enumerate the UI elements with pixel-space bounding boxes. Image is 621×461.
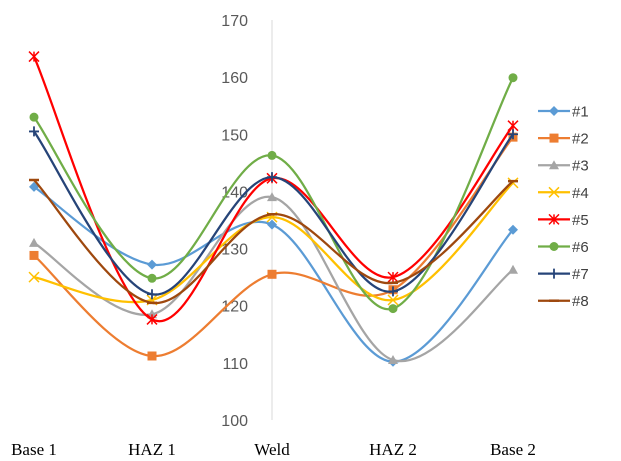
series-line xyxy=(32,56,514,323)
series-7 xyxy=(29,126,518,300)
x-tick-label: HAZ 1 xyxy=(128,440,176,459)
legend-marker xyxy=(548,186,560,198)
x-tick-label: HAZ 2 xyxy=(369,440,417,459)
y-tick-label: 160 xyxy=(221,70,248,87)
series-8 xyxy=(29,178,518,305)
y-tick-label: 120 xyxy=(221,299,248,316)
legend-item: #2 xyxy=(538,131,589,148)
data-point xyxy=(267,172,277,183)
data-point xyxy=(28,51,40,63)
legend-label: #4 xyxy=(572,185,589,202)
legend-label: #7 xyxy=(572,266,589,283)
legend-label: #8 xyxy=(572,293,589,310)
data-point xyxy=(388,355,398,364)
data-point xyxy=(508,129,518,140)
data-point xyxy=(388,286,398,297)
series-lines xyxy=(28,51,519,367)
data-point xyxy=(267,192,277,202)
data-point xyxy=(388,304,398,314)
series-3 xyxy=(29,192,518,364)
data-point xyxy=(29,237,39,247)
legend-marker xyxy=(549,133,559,143)
legend: #1 #2 #3 #4 #5 #6 #7 #8 xyxy=(538,104,589,310)
legend-item: #7 xyxy=(538,266,589,283)
data-point xyxy=(147,273,157,283)
y-tick-label: 130 xyxy=(221,242,248,259)
data-point xyxy=(387,271,399,283)
x-tick-label: Base 1 xyxy=(11,440,57,459)
legend-item: #6 xyxy=(538,239,589,256)
data-point xyxy=(508,224,518,235)
data-point xyxy=(146,313,158,325)
data-point xyxy=(147,259,157,270)
legend-label: #3 xyxy=(572,158,589,175)
data-point xyxy=(267,150,277,160)
data-point xyxy=(267,219,277,230)
legend-label: #5 xyxy=(572,212,589,229)
data-point xyxy=(387,294,399,306)
legend-item: #5 xyxy=(538,212,589,229)
legend-marker xyxy=(549,106,559,116)
legend-item: #1 xyxy=(538,104,589,121)
legend-marker xyxy=(548,213,560,225)
legend-label: #1 xyxy=(572,104,589,121)
y-tick-label: 150 xyxy=(221,127,248,144)
data-point xyxy=(147,351,157,361)
data-point xyxy=(29,112,39,122)
y-tick-label: 170 xyxy=(221,13,248,30)
legend-item: #8 xyxy=(538,293,589,310)
data-point xyxy=(29,250,39,260)
x-tick-label: Weld xyxy=(254,440,290,459)
data-point xyxy=(28,271,40,283)
data-point xyxy=(507,177,519,189)
legend-marker xyxy=(549,268,559,279)
series-6 xyxy=(29,73,518,314)
series-line xyxy=(33,182,514,304)
legend-marker xyxy=(549,160,559,170)
data-point xyxy=(507,120,519,132)
data-point xyxy=(147,289,157,300)
legend-label: #6 xyxy=(572,239,589,256)
y-tick-label: 100 xyxy=(221,413,248,430)
series-5 xyxy=(28,51,519,325)
data-point xyxy=(29,126,39,137)
legend-label: #2 xyxy=(572,131,589,148)
data-point xyxy=(508,264,518,274)
x-tick-label: Base 2 xyxy=(490,440,536,459)
data-point xyxy=(267,269,277,279)
y-tick-label: 110 xyxy=(222,356,248,373)
legend-item: #3 xyxy=(538,158,589,175)
legend-item: #4 xyxy=(538,185,589,202)
legend-marker xyxy=(549,242,559,251)
data-point xyxy=(508,73,518,83)
